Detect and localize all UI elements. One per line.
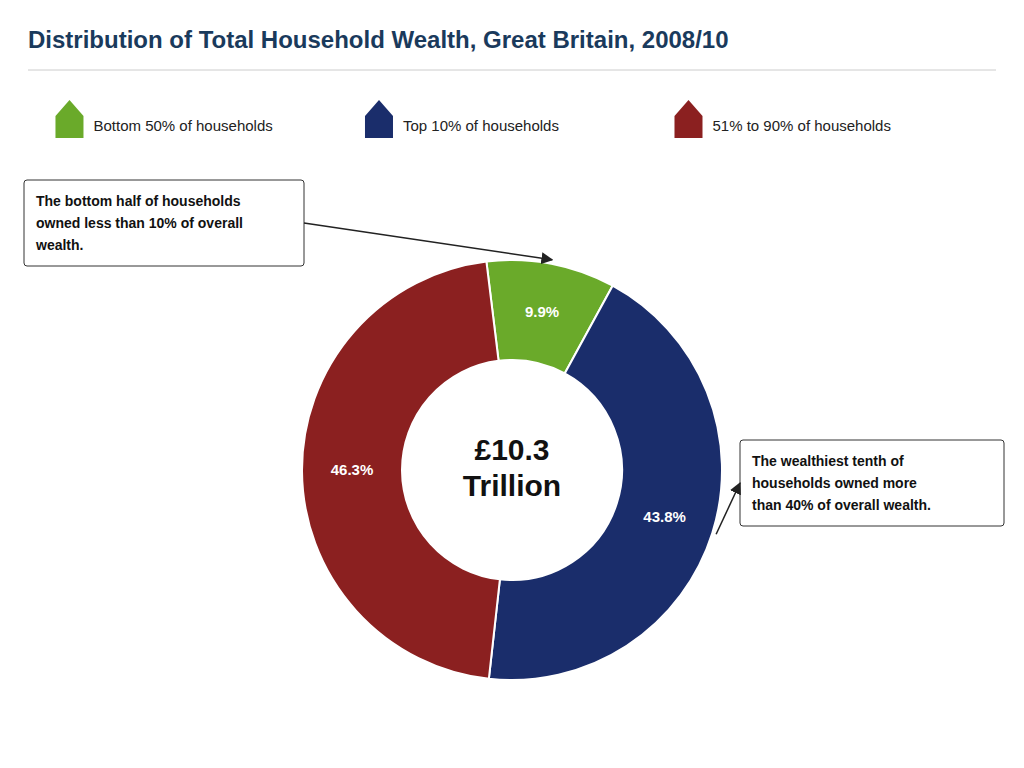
legend-swatch (55, 116, 83, 138)
legend-swatch (365, 116, 393, 138)
legend-item: 51% to 90% of households (674, 100, 890, 138)
data-label: 46.3% (331, 461, 374, 478)
annotation-box (740, 440, 1004, 526)
data-labels: 9.9% 43.8% 46.3% (331, 303, 686, 525)
legend: Bottom 50% of households Top 10% of house… (55, 100, 890, 138)
separator (28, 70, 996, 71)
annotation-arrow (716, 483, 740, 534)
annotation-box (24, 180, 304, 266)
legend-item: Top 10% of households (365, 100, 559, 138)
annotation-text: The wealthiest tenth ofhouseholds owned … (752, 453, 931, 513)
legend-label: Top 10% of households (403, 117, 559, 134)
annotation-arrow (304, 223, 552, 260)
legend-label: Bottom 50% of households (93, 117, 272, 134)
legend-swatch-roof (674, 100, 702, 116)
annotation-text: The bottom half of householdsowned less … (35, 193, 243, 253)
data-label: 9.9% (525, 303, 559, 320)
legend-label: 51% to 90% of households (712, 117, 890, 134)
center-label: £10.3 (474, 433, 549, 466)
annotation: The wealthiest tenth ofhouseholds owned … (716, 440, 1004, 534)
legend-swatch (674, 116, 702, 138)
donut: 9.9% 43.8% 46.3% £10.3Trillion (302, 260, 722, 680)
legend-swatch-roof (365, 100, 393, 116)
title: Distribution of Total Household Wealth, … (28, 26, 729, 53)
data-label: 43.8% (643, 508, 686, 525)
center-label: Trillion (463, 469, 561, 502)
center-text: £10.3Trillion (463, 433, 561, 502)
slices (302, 260, 722, 680)
legend-item: Bottom 50% of households (55, 100, 272, 138)
annotation: The bottom half of householdsowned less … (24, 180, 552, 266)
legend-swatch-roof (55, 100, 83, 116)
chart: Distribution of Total Household Wealth, … (0, 0, 1024, 768)
